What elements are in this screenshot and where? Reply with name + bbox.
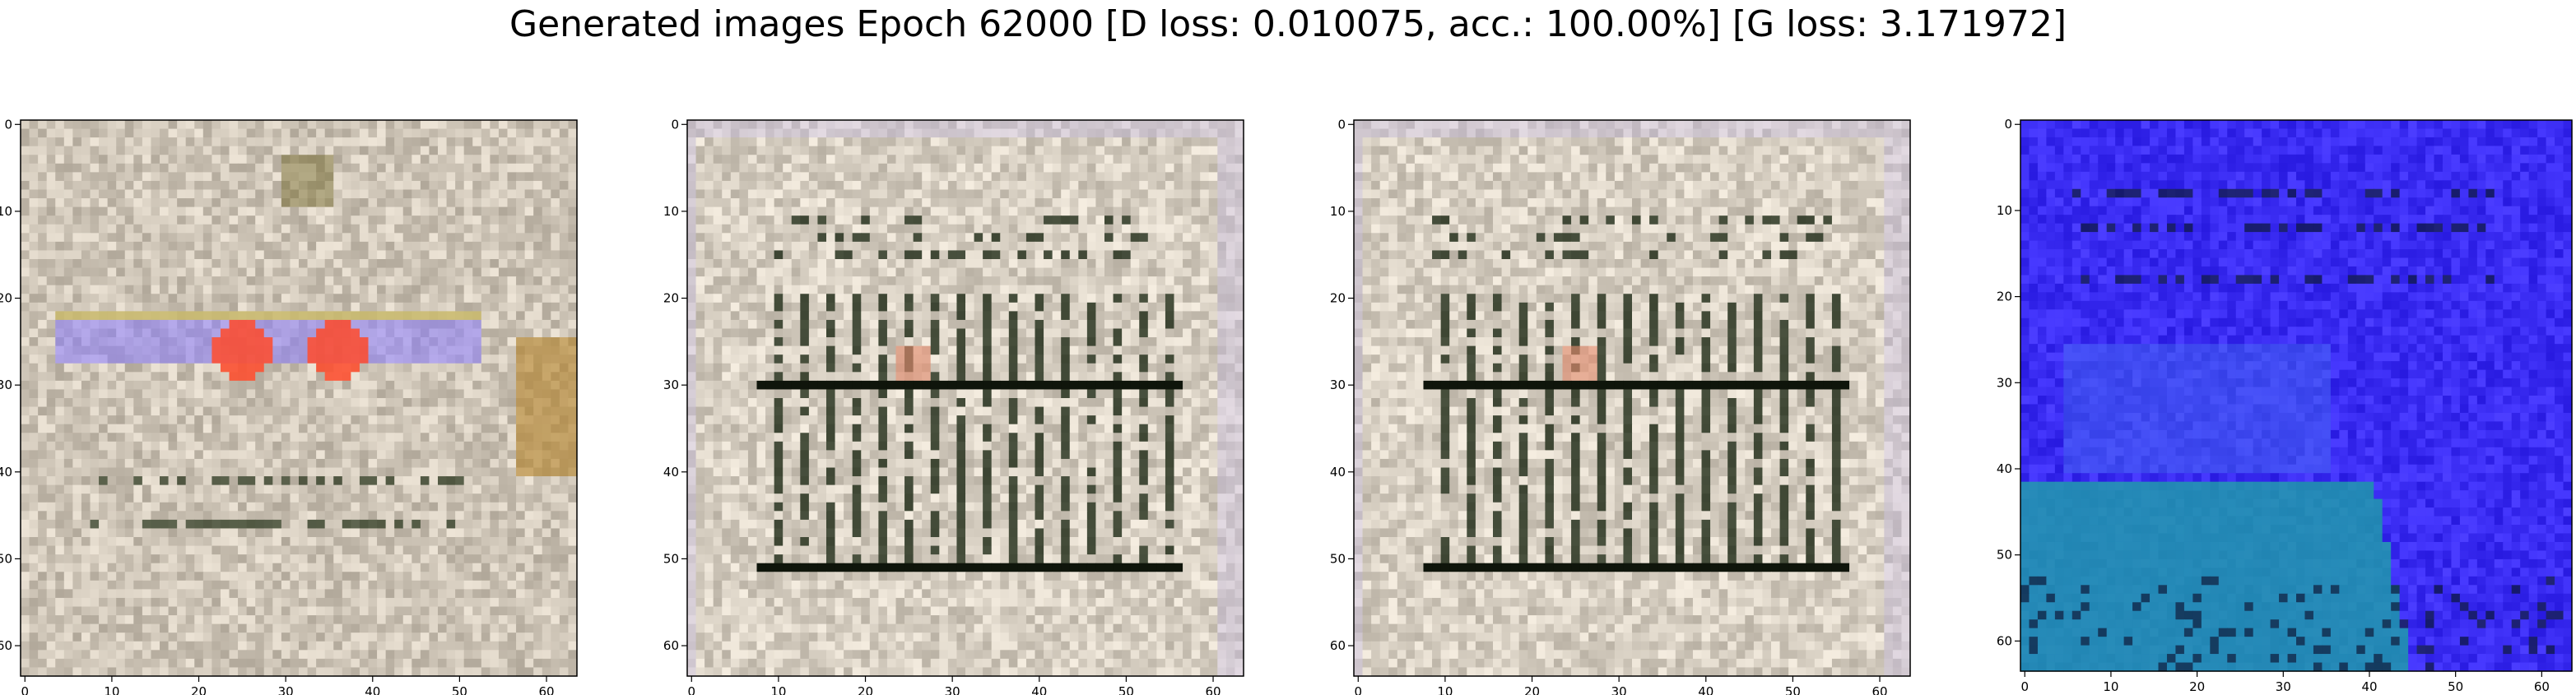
x-tick-label: 60 [538,684,554,695]
y-tick-label: 60 [1997,633,2012,648]
y-tick-label: 20 [1330,291,1346,306]
y-tick-label: 10 [0,204,12,219]
y-tick-label: 60 [663,638,679,653]
x-tick-label: 60 [1205,684,1221,695]
image-panel-4: 0 10 20 30 40 50 60 0 10 20 30 40 50 60 [1997,117,2573,694]
y-tick-label: 20 [0,291,12,306]
image-panel-2: 0 10 20 30 40 50 60 0 10 20 30 40 50 60 [663,117,1244,695]
y-tick-label: 40 [1330,465,1346,480]
y-tick-label: 60 [0,638,12,653]
generated-image-1 [21,120,578,677]
y-tick-label: 50 [663,551,679,566]
y-tick-label: 50 [1997,548,2012,563]
x-tick-label: 10 [770,684,786,695]
x-tick-label: 10 [1437,684,1453,695]
y-tick-label: 0 [2004,117,2012,132]
x-tick-label: 50 [452,684,467,695]
y-tick-label: 30 [1997,375,2012,390]
x-tick-label: 30 [1611,684,1627,695]
x-tick-label: 30 [945,684,960,695]
x-tick-label: 10 [2103,679,2118,694]
x-tick-label: 20 [191,684,207,695]
generated-image-3 [1354,120,1911,677]
y-tick-label: 0 [671,117,679,132]
x-tick-label: 0 [688,684,696,695]
y-tick-label: 0 [1337,117,1346,132]
y-tick-label: 40 [1997,461,2012,476]
y-tick-label: 20 [1997,290,2012,304]
y-tick-label: 30 [1330,378,1346,392]
x-tick-label: 0 [2020,679,2029,694]
generated-image-4 [2020,120,2573,672]
x-tick-label: 0 [1355,684,1363,695]
x-tick-label: 40 [365,684,380,695]
x-tick-label: 40 [1031,684,1047,695]
x-tick-label: 10 [104,684,119,695]
y-tick-label: 60 [1330,638,1346,653]
x-tick-label: 0 [21,684,30,695]
x-tick-label: 40 [2361,679,2377,694]
y-tick-label: 50 [0,551,12,566]
y-tick-label: 40 [0,465,12,480]
x-tick-label: 20 [2189,679,2205,694]
x-tick-label: 60 [1872,684,1887,695]
x-tick-label: 40 [1698,684,1713,695]
y-tick-label: 30 [0,378,12,392]
axes-frame [2020,119,2573,672]
image-panel-3: 0 10 20 30 40 50 60 0 10 20 30 40 50 60 [1330,117,1911,695]
y-tick-label: 10 [663,204,679,219]
x-tick-label: 20 [858,684,873,695]
axes-frame [1353,119,1911,677]
x-tick-label: 50 [1785,684,1801,695]
y-tick-label: 40 [663,465,679,480]
y-tick-label: 30 [663,378,679,392]
y-tick-label: 0 [4,117,12,132]
image-panel-1: 0 10 20 30 40 50 60 0 10 20 30 40 50 60 [0,117,578,695]
axes-frame [686,119,1244,677]
figure-title: Generated images Epoch 62000 [D loss: 0.… [509,3,2067,45]
y-tick-label: 50 [1330,551,1346,566]
y-tick-label: 20 [663,291,679,306]
x-tick-label: 20 [1524,684,1540,695]
x-tick-label: 30 [278,684,294,695]
x-tick-label: 60 [2534,679,2550,694]
y-tick-label: 10 [1997,203,2012,218]
axes-frame [20,119,578,677]
x-tick-label: 50 [2448,679,2463,694]
x-tick-label: 50 [1118,684,1134,695]
generated-image-2 [687,120,1244,677]
y-tick-label: 10 [1330,204,1346,219]
x-tick-label: 30 [2276,679,2291,694]
